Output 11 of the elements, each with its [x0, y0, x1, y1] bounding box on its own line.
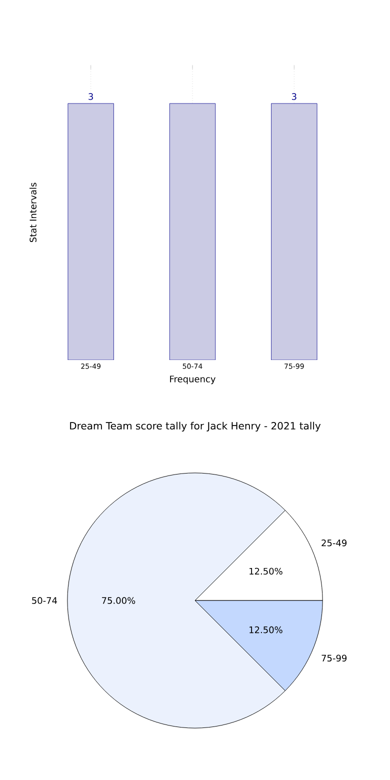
- data-label: 3: [292, 93, 296, 100]
- x-axis-title: Frequency: [170, 376, 216, 384]
- data-label: 75.00%: [102, 597, 136, 604]
- data-label: 12.50%: [250, 568, 282, 575]
- slice-label: 25-49: [322, 539, 347, 546]
- slice-label: 75-99: [322, 654, 347, 662]
- data-label: 12.50%: [250, 626, 282, 634]
- slice-label: 50-74: [32, 597, 58, 604]
- y-axis-title: Stat Intervals: [30, 182, 36, 242]
- data-label: 3: [88, 93, 93, 100]
- chart-title: Dream Team score tally for Jack Henry - 2021 tally: [70, 422, 321, 432]
